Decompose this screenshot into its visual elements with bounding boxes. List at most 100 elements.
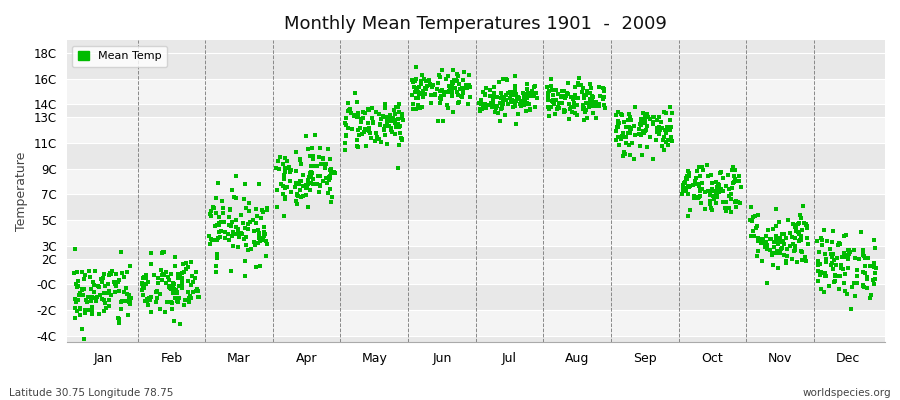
Point: [798, 254, 813, 260]
Point: [520, 90, 535, 97]
Point: [315, 178, 329, 184]
Point: [783, 243, 797, 249]
Point: [774, 245, 788, 251]
Point: [73, 306, 87, 312]
Point: [868, 270, 882, 276]
Point: [771, 219, 786, 225]
Point: [296, 183, 310, 189]
Point: [323, 156, 338, 163]
Point: [91, 282, 105, 289]
Point: [547, 101, 562, 107]
Point: [170, 288, 184, 295]
Point: [633, 142, 647, 149]
Point: [643, 134, 657, 140]
Point: [260, 207, 274, 213]
Point: [351, 132, 365, 138]
Point: [528, 90, 543, 96]
Point: [170, 275, 184, 281]
Point: [320, 189, 335, 196]
Point: [181, 278, 195, 284]
Point: [380, 118, 394, 125]
Point: [650, 126, 664, 132]
Point: [81, 268, 95, 274]
Point: [77, 310, 92, 316]
Point: [385, 115, 400, 122]
Point: [616, 118, 631, 125]
Point: [446, 85, 461, 91]
Point: [173, 320, 187, 327]
Point: [638, 128, 652, 135]
Point: [383, 118, 398, 124]
Point: [305, 145, 320, 151]
Point: [171, 298, 185, 305]
Point: [786, 221, 800, 228]
Point: [778, 231, 792, 238]
Point: [257, 224, 272, 230]
Point: [81, 294, 95, 300]
Point: [207, 205, 221, 211]
Point: [811, 258, 825, 264]
Point: [238, 204, 253, 211]
Point: [694, 200, 708, 206]
Point: [406, 79, 420, 85]
Point: [611, 124, 625, 130]
Point: [432, 72, 446, 78]
Point: [439, 102, 454, 108]
Point: [67, 270, 81, 276]
Point: [508, 83, 522, 89]
Point: [657, 146, 671, 153]
Point: [659, 110, 673, 116]
Point: [623, 114, 637, 120]
Point: [507, 92, 521, 99]
Point: [170, 298, 184, 304]
Point: [700, 173, 715, 179]
Point: [122, 299, 137, 305]
Point: [72, 290, 86, 296]
Point: [662, 104, 677, 110]
Point: [375, 113, 390, 119]
Point: [234, 230, 248, 237]
Point: [392, 130, 407, 136]
Point: [611, 134, 625, 140]
Point: [284, 189, 298, 196]
Point: [622, 111, 636, 117]
Point: [222, 237, 237, 244]
Point: [640, 111, 654, 117]
Point: [545, 92, 560, 98]
Point: [712, 189, 726, 195]
Point: [508, 88, 522, 95]
Point: [210, 268, 224, 275]
Point: [588, 102, 602, 108]
Point: [89, 298, 104, 304]
Point: [626, 156, 641, 162]
Point: [158, 309, 172, 316]
Point: [301, 146, 315, 153]
Point: [564, 94, 579, 101]
Point: [766, 262, 780, 268]
Point: [528, 104, 543, 110]
Point: [206, 204, 220, 210]
Point: [184, 272, 199, 279]
Point: [763, 247, 778, 254]
Point: [136, 292, 150, 298]
Bar: [67, 79, 885, 104]
Point: [816, 289, 831, 295]
Point: [230, 244, 245, 250]
Bar: [67, 284, 885, 310]
Point: [395, 136, 410, 143]
Point: [525, 90, 539, 96]
Point: [835, 266, 850, 272]
Point: [691, 195, 706, 202]
Title: Monthly Mean Temperatures 1901  -  2009: Monthly Mean Temperatures 1901 - 2009: [284, 15, 667, 33]
Point: [305, 170, 320, 176]
Point: [616, 130, 630, 137]
Point: [172, 282, 186, 289]
Point: [562, 116, 577, 122]
Point: [73, 304, 87, 311]
Point: [387, 106, 401, 113]
Point: [136, 275, 150, 282]
Point: [246, 216, 260, 223]
Point: [144, 250, 158, 256]
Point: [799, 235, 814, 241]
Point: [838, 254, 852, 260]
